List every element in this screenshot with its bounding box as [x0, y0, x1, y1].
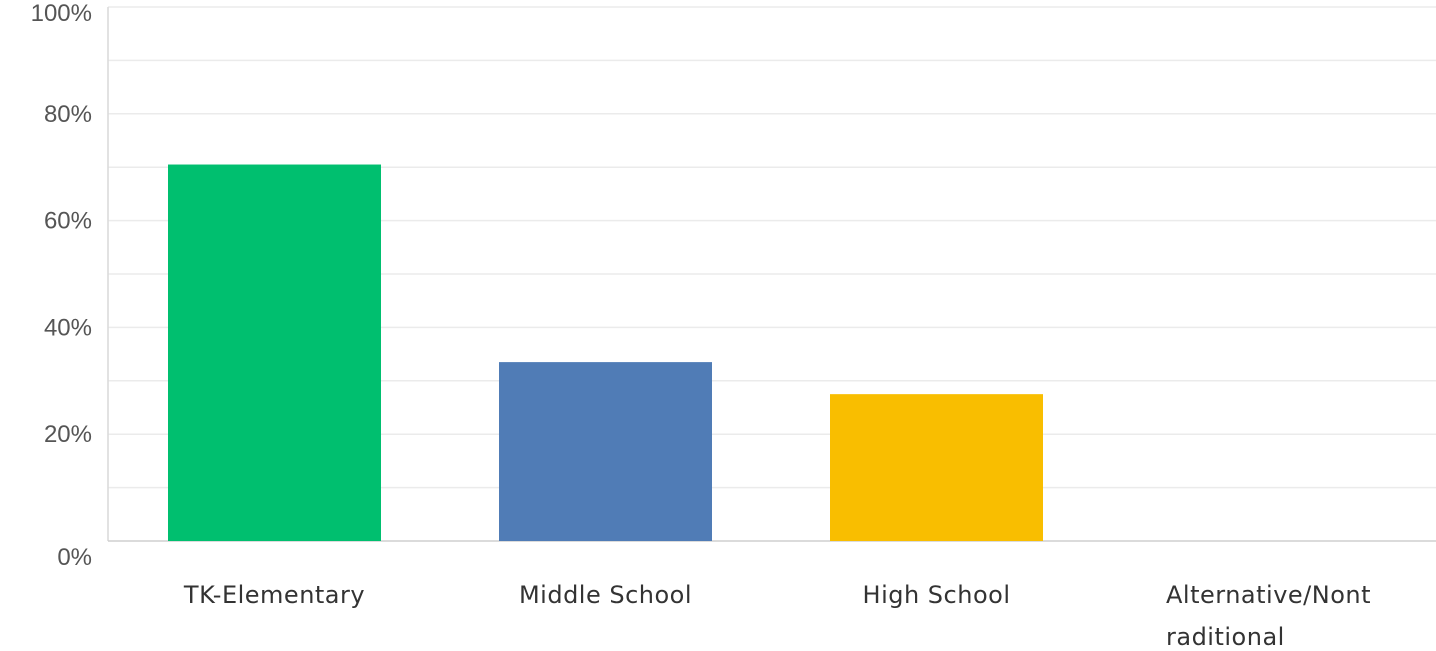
y-tick-label: 80%	[44, 101, 92, 128]
y-tick-label: 20%	[44, 421, 92, 448]
x-category-label: Middle School	[519, 581, 692, 609]
y-tick-label: 40%	[44, 314, 92, 341]
x-category-label: Alternative/Nont raditional	[1166, 581, 1371, 651]
y-tick-label: 100%	[31, 0, 92, 27]
bar-middle-school[interactable]	[499, 362, 712, 541]
y-tick-label: 60%	[44, 208, 92, 235]
bars	[168, 164, 1043, 541]
y-tick-label: 0%	[57, 544, 92, 571]
x-category-label: TK-Elementary	[183, 581, 365, 609]
x-category-label: High School	[863, 581, 1011, 609]
x-axis-labels: TK-Elementary Middle School High School Alt…	[183, 581, 1371, 651]
bar-high-school[interactable]	[830, 394, 1043, 541]
bar-tk-elementary[interactable]	[168, 164, 381, 541]
